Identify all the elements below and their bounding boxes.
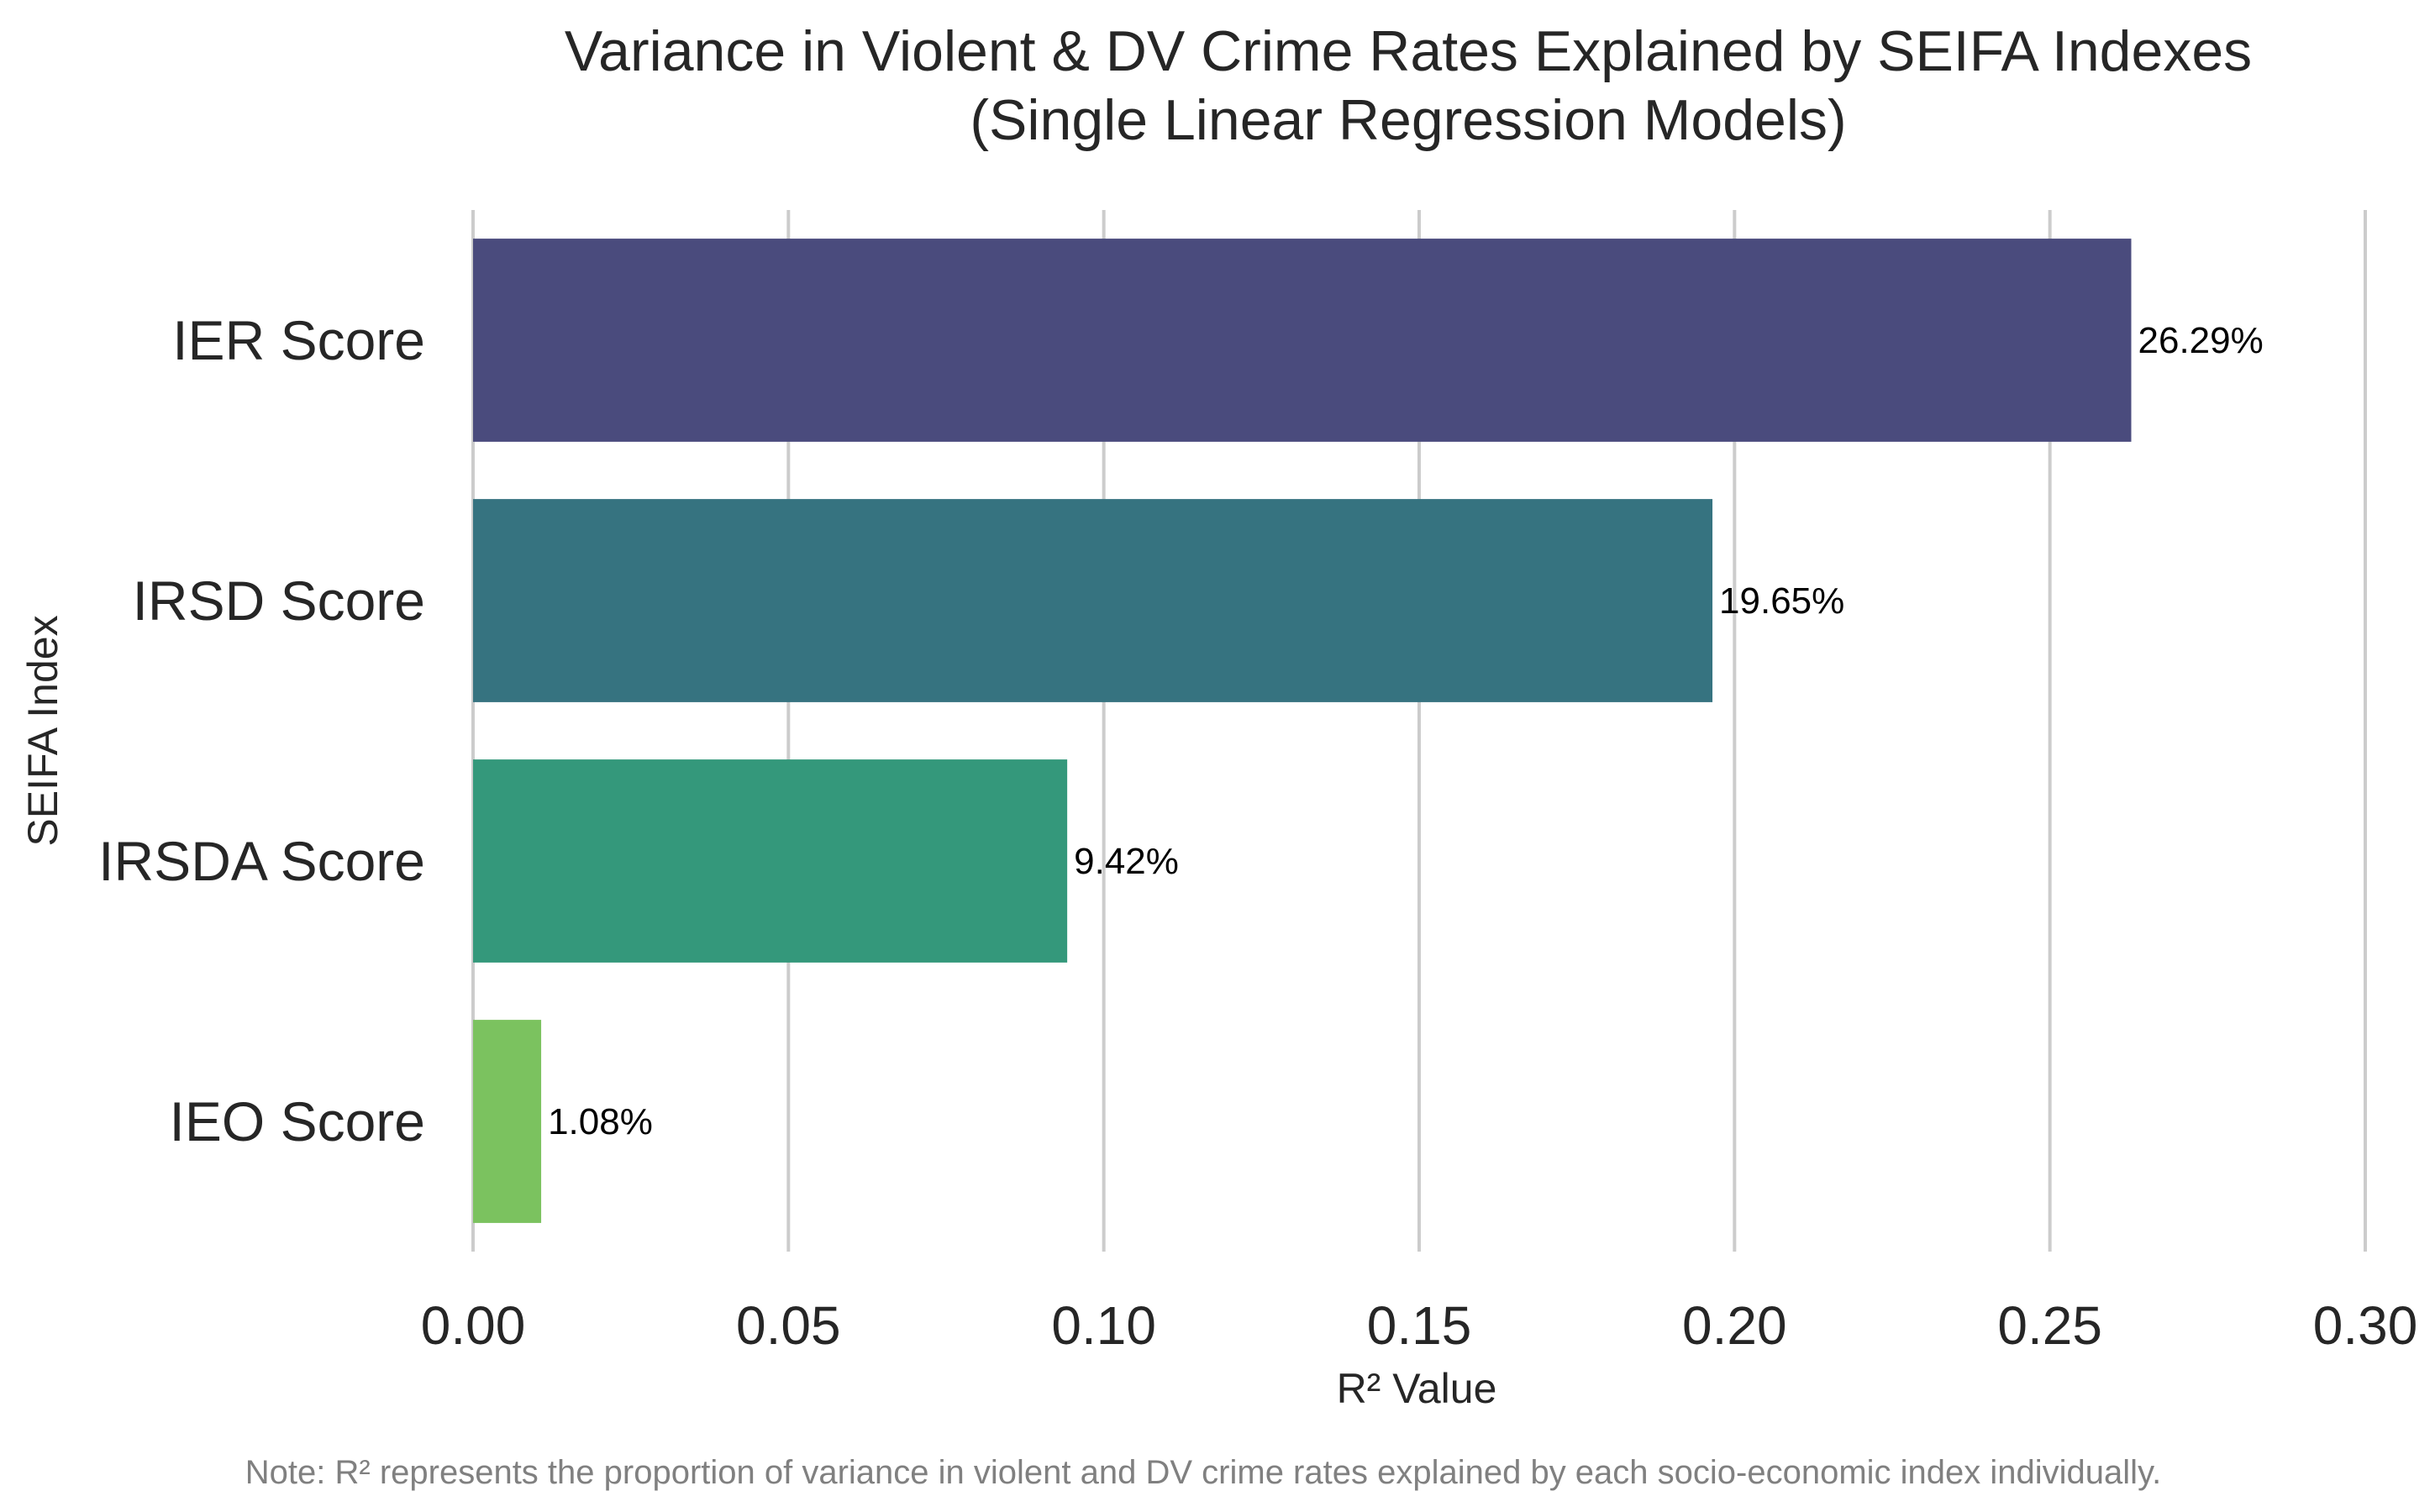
x-tick-label: 0.05 [736,1295,841,1356]
x-tick-label: 0.10 [1051,1295,1156,1356]
chart-title-line-2: (Single Linear Regression Models) [970,88,1846,152]
chart-note: Note: R² represents the proportion of va… [245,1454,2161,1491]
x-tick-label: 0.30 [2313,1295,2418,1356]
y-tick-label: IRSD Score [133,570,425,632]
y-axis-label: SEIFA Index [19,615,66,846]
bar [473,499,1713,702]
bar [473,1020,542,1223]
bar [473,239,2132,442]
x-tick-label: 0.15 [1367,1295,1472,1356]
data-label: 1.08% [548,1101,653,1142]
chart-title-line-1: Variance in Violent & DV Crime Rates Exp… [565,19,2252,83]
y-tick-label: IRSDA Score [98,830,425,892]
x-tick-label: 0.25 [1997,1295,2102,1356]
x-tick-label: 0.20 [1682,1295,1787,1356]
x-axis-label: R² Value [1337,1365,1497,1412]
y-tick-label: IER Score [172,309,425,371]
data-label: 9.42% [1074,841,1179,882]
x-tick-labels: 0.00 0.05 0.10 0.15 0.20 0.25 0.30 [421,1295,2418,1356]
y-tick-labels: IER Score IRSD Score IRSDA Score IEO Score [98,309,425,1152]
y-tick-label: IEO Score [170,1090,425,1152]
data-labels: 26.29% 19.65% 9.42% 1.08% [548,320,2264,1142]
data-label: 26.29% [2138,320,2264,361]
x-tick-label: 0.00 [421,1295,526,1356]
data-label: 19.65% [1719,580,1844,622]
bar [473,759,1068,963]
bars [473,239,2132,1223]
